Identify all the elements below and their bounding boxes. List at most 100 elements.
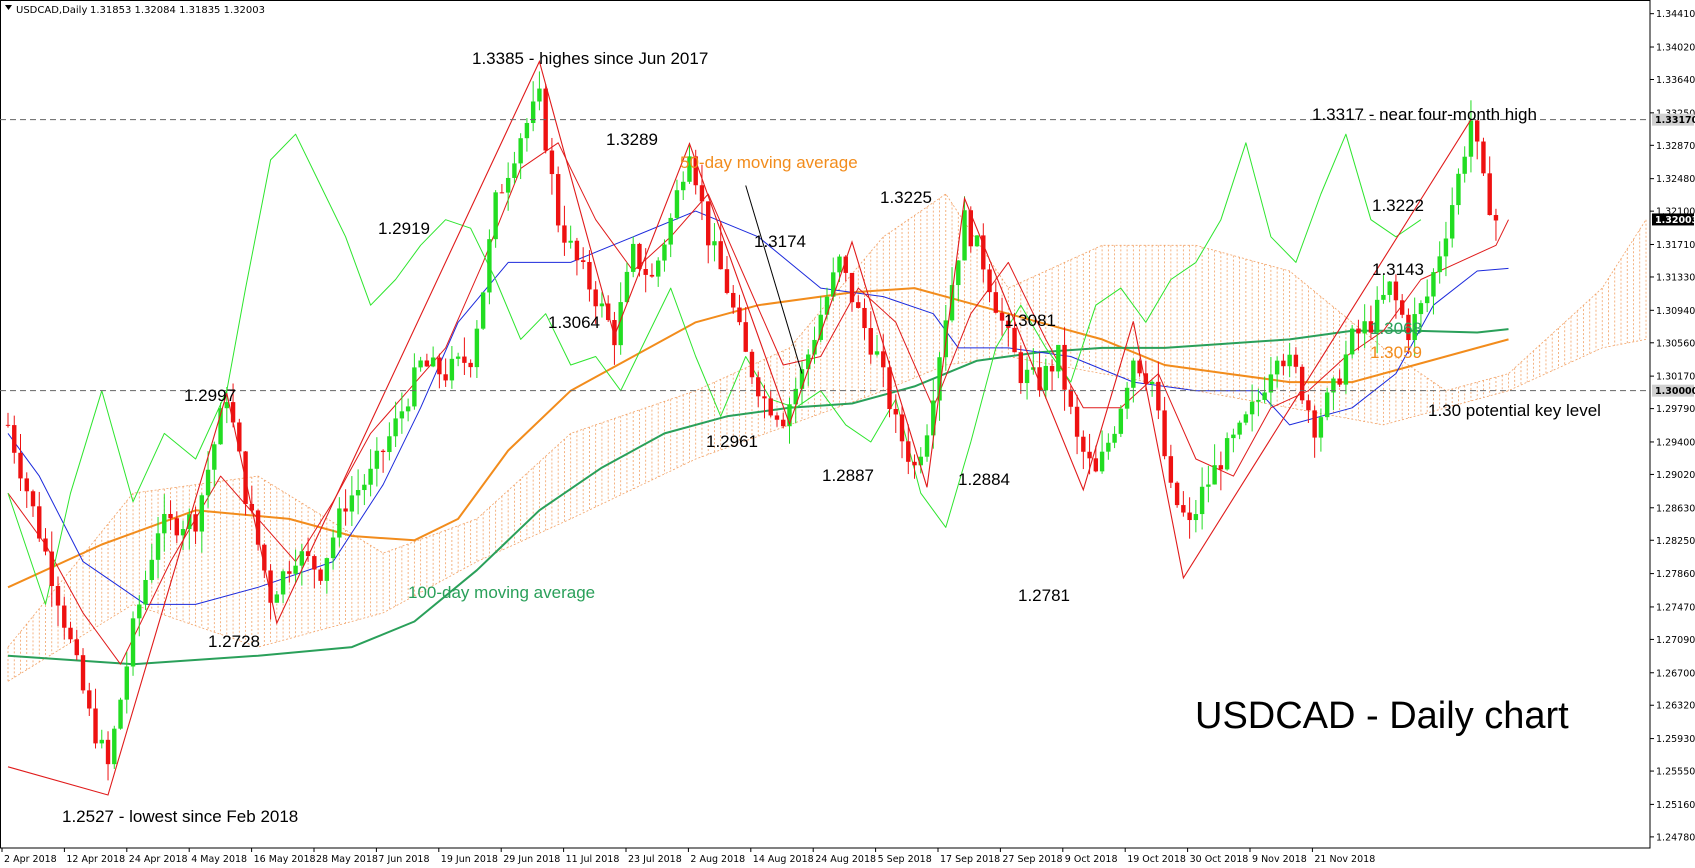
candle-body — [1431, 272, 1436, 297]
y-tick-label: 1.25550 — [1656, 767, 1695, 778]
x-tick-label: 28 May 2018 — [316, 854, 378, 865]
candle-body — [193, 514, 198, 532]
candle-body — [1343, 354, 1349, 385]
candle-body — [824, 296, 830, 315]
candle-body — [999, 312, 1005, 321]
ma100-line — [7, 328, 1509, 666]
candle-body — [368, 468, 373, 485]
candle-body — [687, 156, 692, 182]
candle-body — [1481, 141, 1486, 174]
x-tick-label: 19 Oct 2018 — [1127, 854, 1186, 865]
candle-body — [887, 367, 892, 410]
candle-body — [305, 551, 311, 557]
candle-body — [524, 123, 530, 139]
candle-body — [1281, 360, 1286, 367]
candle-body — [724, 269, 730, 293]
candle-body — [974, 235, 980, 247]
candle-body — [137, 604, 142, 619]
ma50-line — [7, 287, 1509, 589]
annotation-label: 1.3068 — [1370, 319, 1422, 338]
candle-body — [937, 357, 942, 401]
annotation-label: 1.2728 — [208, 632, 260, 651]
candle-body — [812, 339, 817, 355]
candle-body — [68, 627, 73, 640]
candle-body — [924, 435, 930, 457]
candle-body — [1156, 381, 1161, 411]
candle-body — [124, 666, 129, 700]
candle-body — [149, 559, 154, 580]
y-tick-label: 1.32870 — [1656, 141, 1695, 152]
candle-body — [637, 243, 642, 270]
candle-body — [693, 156, 698, 186]
y-tick-label: 1.31710 — [1656, 240, 1695, 251]
candle-body — [1099, 451, 1105, 472]
candle-body — [37, 506, 42, 539]
candle-body — [1043, 365, 1049, 391]
chart-title: USDCAD - Daily chart — [1195, 695, 1569, 737]
candle-body — [799, 369, 805, 389]
annotation-label: 1.2887 — [822, 466, 874, 485]
candle-body — [274, 594, 280, 603]
candle-body — [1249, 401, 1255, 415]
candle-body — [62, 605, 67, 628]
candle-body — [324, 558, 330, 581]
candle-body — [1149, 381, 1155, 384]
candle-body — [962, 210, 967, 261]
candle-body — [355, 490, 361, 496]
candle-body — [1293, 354, 1299, 367]
candle-body — [624, 271, 630, 303]
candle-body — [1118, 408, 1124, 434]
y-tick-label: 1.33640 — [1656, 75, 1695, 86]
candle-body — [1049, 365, 1055, 372]
x-tick-label: 29 Jun 2018 — [503, 854, 560, 865]
candle-body — [462, 356, 467, 363]
candle-body — [1187, 512, 1192, 521]
candle-body — [537, 88, 542, 102]
candle-body — [874, 351, 880, 355]
candle-body — [24, 478, 29, 492]
chart-menu-triangle-icon[interactable] — [5, 5, 12, 10]
candle-body — [731, 292, 736, 308]
candle-body — [1193, 514, 1199, 521]
candle-body — [218, 408, 223, 445]
annotation-label: 1.2997 — [184, 386, 236, 405]
candle-body — [268, 570, 273, 603]
candle-body — [862, 307, 867, 329]
candle-body — [130, 618, 136, 667]
y-tick-label: 1.30940 — [1656, 306, 1695, 317]
candle-body — [1056, 344, 1061, 372]
candle-body — [155, 533, 161, 560]
x-tick-label: 16 May 2018 — [254, 854, 316, 865]
candle-body — [105, 739, 111, 765]
candle-body — [774, 415, 780, 420]
candle-body — [987, 269, 992, 293]
candle-body — [706, 201, 711, 246]
y-tick-label: 1.24780 — [1656, 832, 1695, 843]
candle-body — [168, 513, 173, 519]
candle-body — [418, 360, 423, 368]
candle-body — [1456, 173, 1461, 206]
candle-body — [931, 400, 936, 436]
header-ohlc: 1.31853 1.32084 1.31835 1.32003 — [90, 5, 265, 16]
candle-body — [1406, 314, 1411, 341]
x-tick-label: 24 Apr 2018 — [129, 854, 188, 865]
candle-body — [1362, 321, 1367, 334]
x-tick-label: 19 Jun 2018 — [441, 854, 498, 865]
y-tick-label: 1.29020 — [1656, 470, 1695, 481]
candle-body — [1262, 392, 1267, 400]
candle-body — [412, 367, 417, 407]
candle-body — [455, 356, 461, 359]
price-box-current-bg — [1652, 213, 1694, 226]
candle-body — [668, 217, 673, 245]
price-box-key-level-bg — [1652, 384, 1694, 397]
y-tick-label: 1.29400 — [1656, 437, 1695, 448]
candle-body — [1037, 367, 1042, 391]
candle-body — [287, 571, 292, 574]
candle-body — [1124, 387, 1130, 409]
annotation-label: 1.2919 — [378, 219, 430, 238]
candle-body — [1399, 300, 1405, 315]
candle-body — [230, 402, 236, 423]
candle-body — [756, 377, 761, 397]
candle-body — [806, 354, 811, 370]
price-box-key-level: 1.30000 — [1655, 386, 1695, 397]
